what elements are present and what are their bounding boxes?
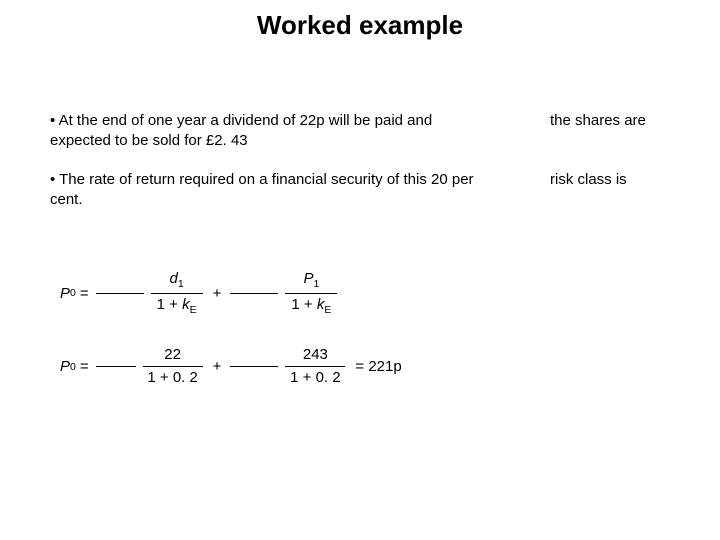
num-243: 243 [303,346,328,364]
bullet-left-text: • At the end of one year a dividend of 2… [50,111,480,152]
bullet-left-text: • The rate of return required on a finan… [50,170,480,211]
equation-numeric: P0 = 22 1 + 0. 2 + 243 1 + 0. 2 = 221p [60,346,670,387]
den-text2: 1 + [291,296,316,313]
page-title: Worked example [50,10,670,41]
num-22: 22 [164,346,181,364]
fraction-p1: P1 1 + kE [285,270,337,316]
equals-sign: = [80,285,89,302]
fraction-d1: d1 1 + kE [151,270,203,316]
sub-1b: 1 [313,278,319,290]
bullet-right-text: risk class is [550,170,670,190]
bullet-item: • At the end of one year a dividend of 2… [50,111,670,152]
bullet-right-text: the shares are [550,111,670,131]
sub-0: 0 [70,287,76,299]
sub-1: 1 [178,278,184,290]
plus-sign: + [213,285,222,302]
var-p0: P [60,285,70,302]
den-text: 1 + [157,296,182,313]
bullet-item: • The rate of return required on a finan… [50,170,670,211]
sub-0b: 0 [70,361,76,373]
result-221p: = 221p [355,358,401,375]
equals-sign2: = [80,358,89,375]
equation-symbolic: P0 = d1 1 + kE + P1 1 + kE [60,270,670,316]
bullet-list: • At the end of one year a dividend of 2… [50,111,670,210]
fraction-bar-n2 [230,366,278,367]
var-d: d [170,270,178,287]
plus-sign2: + [213,358,222,375]
var-k: k [182,296,190,313]
var-p: P [303,270,313,287]
var-p0b: P [60,358,70,375]
equations-block: P0 = d1 1 + kE + P1 1 + kE P0 = 22 1 + 0… [50,270,670,387]
sub-e: E [190,304,197,316]
fraction-243: 243 1 + 0. 2 [285,346,345,387]
fraction-bar-left2 [230,293,278,294]
fraction-bar-left [96,293,144,294]
fraction-22: 22 1 + 0. 2 [143,346,203,387]
fraction-bar-n1 [96,366,136,367]
den-1-02b: 1 + 0. 2 [290,369,340,387]
den-1-02: 1 + 0. 2 [147,369,197,387]
sub-e2: E [324,304,331,316]
